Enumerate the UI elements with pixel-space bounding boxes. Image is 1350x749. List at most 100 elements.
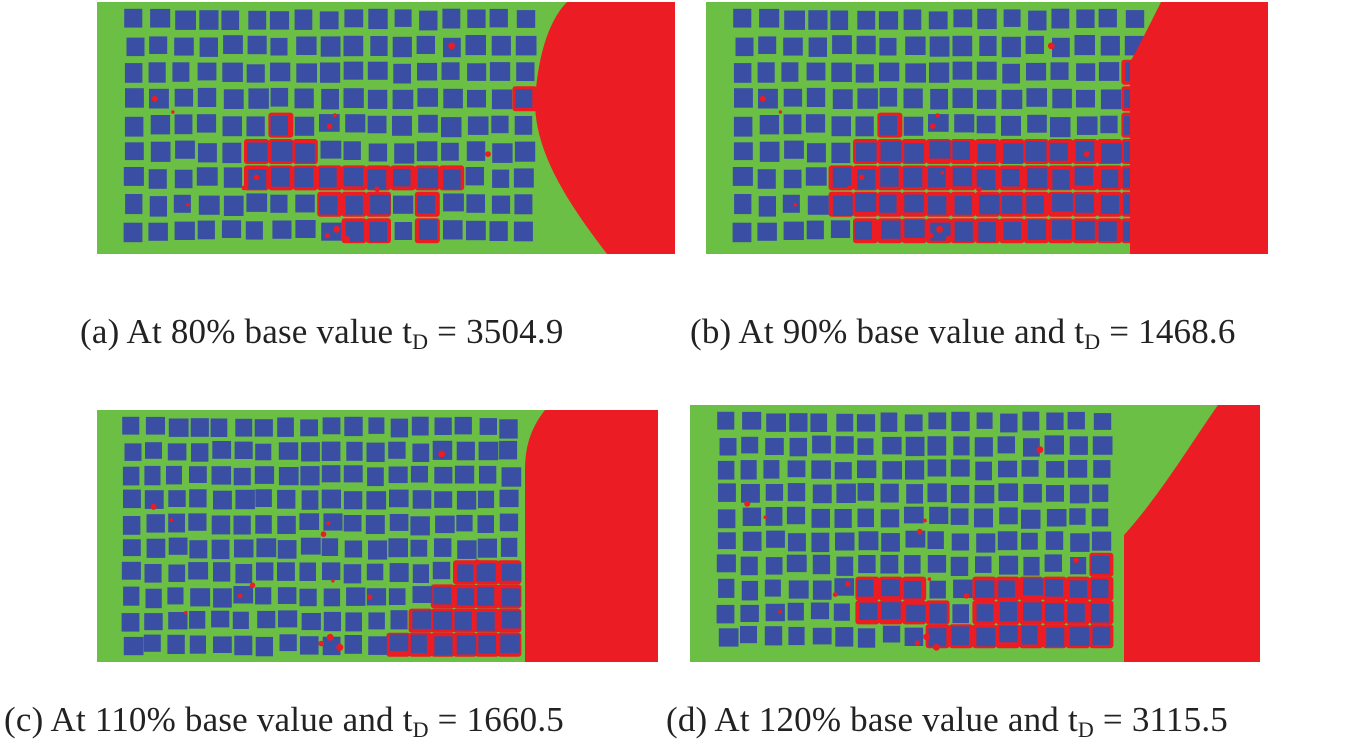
grain — [929, 603, 947, 623]
grain — [174, 88, 194, 107]
grain — [477, 586, 495, 606]
grain — [270, 194, 288, 213]
fracture-front-region — [1124, 405, 1260, 662]
grain — [343, 515, 362, 532]
grain — [1050, 62, 1069, 80]
grain — [1046, 509, 1067, 527]
red-particle — [150, 503, 157, 510]
grain — [881, 533, 900, 552]
grain — [1021, 532, 1038, 550]
grain — [417, 88, 438, 107]
grain — [434, 491, 453, 508]
grain — [717, 509, 736, 529]
grain — [1090, 555, 1110, 574]
caption-b-subscript: D — [1084, 329, 1101, 354]
red-particle — [151, 95, 158, 102]
grain — [122, 539, 141, 557]
panel-a-simulation-image — [97, 2, 675, 254]
grain — [836, 483, 856, 503]
grain — [1100, 195, 1120, 214]
grain — [857, 438, 874, 455]
grain — [1003, 143, 1024, 164]
grain — [321, 489, 341, 509]
red-particle — [930, 123, 936, 129]
red-particle — [331, 578, 335, 583]
red-particle — [1047, 42, 1055, 50]
grain — [836, 413, 854, 432]
grain — [763, 460, 780, 479]
red-particle — [847, 185, 852, 191]
grain — [121, 561, 141, 580]
caption-d-suffix: = 3115.5 — [1093, 700, 1228, 739]
grain — [144, 465, 161, 486]
grain — [806, 87, 826, 107]
grain — [456, 441, 475, 461]
grain — [323, 588, 341, 607]
grain — [514, 116, 533, 135]
grain — [999, 602, 1017, 622]
grain — [124, 116, 144, 137]
grain — [953, 436, 970, 456]
grain — [295, 143, 315, 163]
grain — [501, 563, 522, 581]
grain — [390, 610, 408, 630]
grain — [271, 141, 293, 162]
grain — [168, 537, 188, 555]
red-particle — [936, 225, 943, 233]
grain — [734, 194, 752, 215]
grain — [1023, 438, 1040, 457]
grain — [222, 116, 242, 137]
grain — [173, 194, 191, 213]
grain — [235, 564, 253, 584]
grain — [904, 627, 924, 646]
grain — [126, 37, 145, 57]
grain — [390, 634, 409, 651]
grain — [123, 489, 141, 509]
grain — [366, 491, 387, 510]
grain — [393, 195, 414, 214]
grain — [716, 554, 736, 573]
grain — [808, 10, 828, 30]
grain — [199, 37, 218, 57]
grain — [199, 10, 219, 30]
grain — [368, 636, 387, 655]
grain — [929, 62, 950, 83]
grain — [717, 460, 735, 480]
grain — [456, 635, 477, 655]
red-particle — [922, 518, 927, 523]
grain — [857, 10, 876, 30]
grain — [882, 461, 902, 480]
grain — [321, 538, 339, 556]
grain — [806, 220, 824, 240]
grain — [368, 540, 388, 560]
grain — [857, 169, 876, 190]
grain — [903, 167, 923, 188]
grain — [345, 612, 362, 632]
grain — [492, 143, 513, 163]
grain — [277, 515, 296, 534]
grain — [783, 221, 804, 240]
caption-a-subscript: D — [412, 329, 429, 354]
grain — [124, 8, 143, 28]
grain — [476, 612, 495, 631]
red-particle — [237, 593, 243, 599]
grain — [343, 465, 363, 483]
grain — [234, 441, 253, 459]
grain — [929, 140, 951, 159]
grain — [295, 194, 315, 213]
grain — [830, 10, 849, 30]
grain — [167, 634, 185, 654]
panel-d-simulation-image — [690, 405, 1260, 662]
grain — [435, 515, 455, 534]
grain — [389, 489, 409, 508]
grain — [277, 540, 297, 559]
grain — [974, 437, 993, 457]
grain — [149, 88, 169, 109]
grain — [758, 88, 778, 109]
grain — [388, 588, 406, 605]
red-particle — [186, 202, 190, 207]
grain — [1075, 194, 1094, 213]
grain — [143, 634, 161, 652]
grain — [188, 513, 207, 531]
grain — [742, 507, 762, 526]
